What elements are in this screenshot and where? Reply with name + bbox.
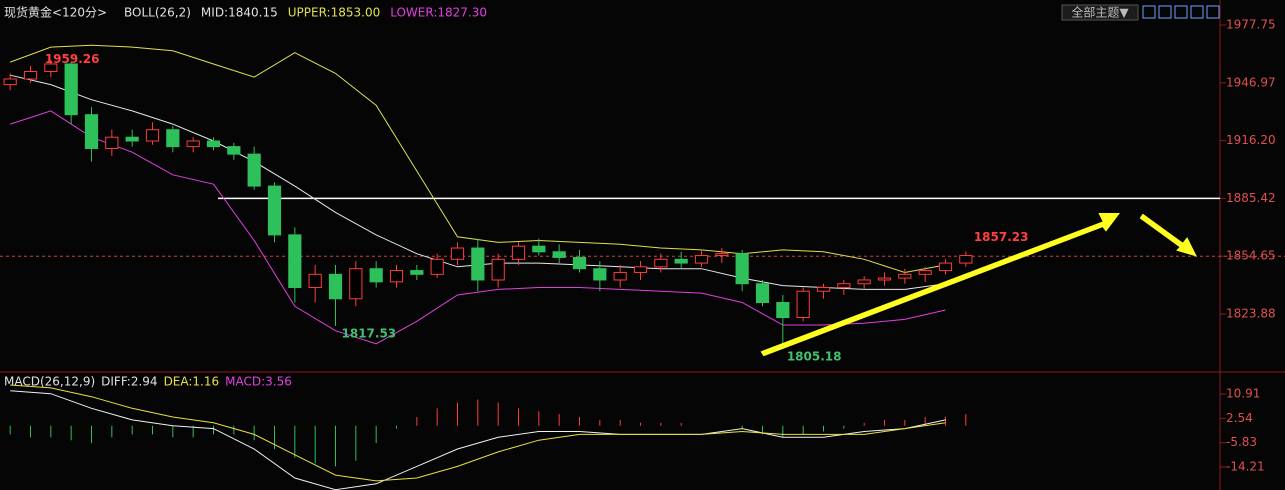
candle-body bbox=[532, 245, 546, 253]
candle-body bbox=[23, 70, 38, 80]
candle-body bbox=[918, 270, 932, 275]
icon[interactable] bbox=[1206, 5, 1220, 19]
candle-body bbox=[816, 286, 831, 292]
toolbar-icons[interactable] bbox=[1142, 5, 1220, 19]
y-tick-label: 1916.20 bbox=[1226, 133, 1276, 147]
indicator-label: UPPER:1853.00 bbox=[288, 6, 380, 20]
candle-body bbox=[735, 253, 749, 285]
y-tick-label: -14.21 bbox=[1226, 460, 1265, 474]
candle-body bbox=[654, 258, 668, 268]
candle-body bbox=[166, 129, 180, 148]
theme-button[interactable] bbox=[1061, 4, 1139, 21]
icon[interactable] bbox=[1190, 5, 1204, 19]
candle-body bbox=[938, 262, 953, 272]
candle-body bbox=[674, 258, 688, 264]
boll-line bbox=[10, 44, 946, 274]
y-tick-label: 10.91 bbox=[1226, 387, 1260, 401]
y-tick-label: 2.54 bbox=[1226, 411, 1253, 425]
candle-body bbox=[511, 245, 526, 260]
candle-body bbox=[877, 277, 892, 281]
candle-body bbox=[84, 114, 99, 149]
candle-body bbox=[328, 273, 343, 300]
indicator-label: LOWER:1827.30 bbox=[390, 6, 487, 20]
candle-body bbox=[898, 273, 912, 279]
icon[interactable] bbox=[1142, 5, 1156, 19]
candle-body bbox=[633, 266, 648, 273]
candle-body bbox=[227, 146, 241, 155]
candle-body bbox=[857, 279, 871, 285]
candle-body bbox=[186, 140, 200, 148]
candle-body bbox=[308, 273, 322, 288]
theme-label[interactable]: 全部主题▼ bbox=[1071, 5, 1129, 20]
macd-line bbox=[10, 384, 946, 482]
indicator-label: MID:1840.15 bbox=[201, 6, 278, 20]
candle-body bbox=[206, 140, 221, 148]
candle-body bbox=[410, 270, 424, 275]
icon[interactable] bbox=[1158, 5, 1172, 19]
icon[interactable] bbox=[1174, 5, 1188, 19]
candle-body bbox=[125, 136, 139, 142]
candle-body bbox=[349, 268, 363, 300]
candle-body bbox=[796, 290, 810, 319]
candle-body bbox=[755, 283, 770, 304]
header: 现货黄金<120分> BOLL(26,2) MID:1840.15 UPPER:185… bbox=[4, 5, 487, 389]
candle-body bbox=[959, 255, 973, 264]
boll-line bbox=[10, 110, 946, 345]
indicator-label: BOLL(26,2) bbox=[124, 6, 191, 20]
extreme-label: 1817.53 bbox=[342, 326, 397, 340]
candle-body bbox=[389, 270, 404, 283]
macd-line bbox=[10, 390, 946, 490]
indicator-label: DIFF:2.94 bbox=[101, 375, 157, 389]
candle-body bbox=[369, 268, 383, 283]
arrow bbox=[760, 213, 1120, 357]
candle-body bbox=[837, 283, 851, 288]
candle-body bbox=[145, 129, 160, 142]
plot: 1977.751946.971916.201885.421854.651823.… bbox=[0, 17, 1285, 490]
arrow bbox=[1139, 213, 1197, 257]
candle-body bbox=[613, 271, 627, 281]
candle-body bbox=[694, 255, 709, 264]
chart-title: 现货黄金<120分> bbox=[4, 5, 107, 20]
indicator-label: MACD:3.56 bbox=[225, 375, 292, 389]
candle-body bbox=[593, 268, 607, 281]
indicator-label: MACD(26,12,9) bbox=[4, 375, 95, 389]
extreme-label: 1959.26 bbox=[45, 52, 100, 66]
candle-body bbox=[430, 258, 444, 275]
candle-body bbox=[267, 185, 282, 236]
candle-body bbox=[552, 251, 566, 258]
candle-body bbox=[247, 153, 261, 187]
y-tick-label: -5.83 bbox=[1226, 435, 1257, 449]
candle-body bbox=[105, 136, 119, 149]
candle-body bbox=[64, 63, 78, 116]
candle-body bbox=[471, 247, 485, 281]
candle-body bbox=[288, 234, 302, 288]
indicator-label: DEA:1.16 bbox=[164, 375, 220, 389]
y-tick-label: 1977.75 bbox=[1226, 17, 1276, 31]
candle-body bbox=[776, 302, 790, 319]
candle-body bbox=[572, 256, 587, 270]
extreme-label: 1805.18 bbox=[787, 350, 842, 364]
candle-body bbox=[715, 253, 729, 257]
extreme-label: 1857.23 bbox=[974, 230, 1029, 244]
candle-body bbox=[491, 258, 505, 281]
y-tick-label: 1823.88 bbox=[1226, 307, 1276, 321]
candle-body bbox=[44, 63, 58, 72]
candle-body bbox=[3, 78, 17, 86]
y-tick-label: 1946.97 bbox=[1226, 75, 1276, 89]
y-tick-label: 1885.42 bbox=[1226, 191, 1276, 205]
candle-body bbox=[450, 247, 465, 260]
